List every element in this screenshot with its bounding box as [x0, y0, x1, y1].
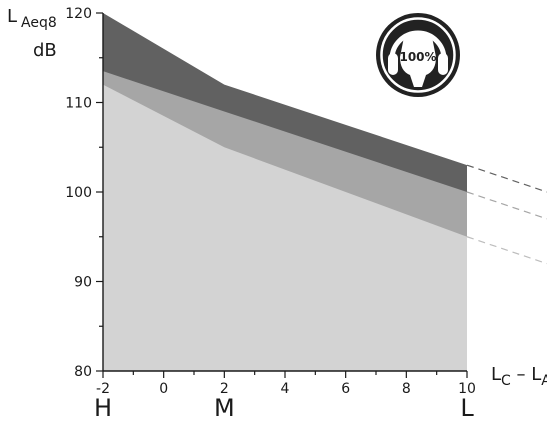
x-axis-label-main: L — [491, 364, 501, 385]
x-tick-label: 8 — [402, 381, 411, 397]
y-axis-unit: dB — [33, 40, 57, 61]
x-axis-ticks: -2 0 2 4 6 8 10 — [96, 371, 476, 397]
x-tick-label: -2 — [96, 381, 110, 397]
extrapolation-lines — [466, 164, 547, 265]
category-label-l: L — [460, 394, 474, 422]
x-tick-label: 0 — [159, 381, 168, 397]
y-tick-label: 120 — [65, 6, 92, 22]
x-axis-label-main2: L — [531, 364, 541, 385]
extrapolation-line-3 — [466, 164, 547, 193]
y-tick-label: 90 — [74, 275, 92, 291]
x-axis-label-sub2: A — [541, 373, 547, 389]
series-areas — [103, 13, 467, 372]
y-tick-label: 80 — [74, 364, 92, 380]
y-axis-label: L Aeq8 — [7, 6, 57, 31]
earmuffs-head-icon: 100% — [376, 13, 460, 97]
x-tick-label: 2 — [220, 381, 229, 397]
y-axis-label-sub: Aeq8 — [21, 15, 57, 31]
y-tick-label: 100 — [65, 185, 92, 201]
x-axis-label-sep: – — [511, 364, 531, 385]
badge-text: 100% — [399, 50, 436, 64]
y-axis-ticks: 80 90 100 110 120 — [65, 6, 103, 380]
y-tick-label: 110 — [65, 96, 92, 112]
x-tick-label: 4 — [281, 381, 290, 397]
x-axis-label: LC – LA — [491, 364, 547, 389]
series-area-1 — [103, 84, 467, 371]
extrapolation-line-2 — [466, 191, 547, 220]
category-label-h: H — [94, 394, 112, 422]
y-axis-label-main: L — [7, 6, 17, 27]
x-tick-label: 10 — [458, 381, 476, 397]
category-label-m: M — [214, 394, 235, 422]
x-axis-label-sub1: C — [501, 373, 511, 389]
extrapolation-line-1 — [466, 236, 547, 265]
x-tick-label: 6 — [341, 381, 350, 397]
